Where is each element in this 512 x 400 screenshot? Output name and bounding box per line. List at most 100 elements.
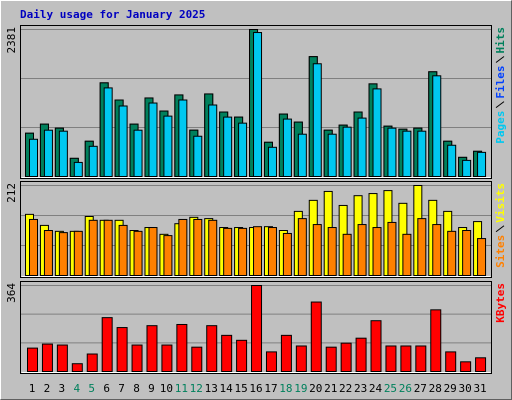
x-tick-label: 23 <box>354 382 367 395</box>
x-tick-label: 1 <box>29 382 36 395</box>
x-tick-label: 13 <box>205 382 218 395</box>
x-tick-label: 21 <box>324 382 337 395</box>
legend-label: KBytes <box>494 283 507 323</box>
legend-label: Pages <box>494 111 507 144</box>
y-tick-label: 2381 <box>5 27 18 54</box>
x-tick-label: 3 <box>59 382 66 395</box>
bar <box>206 325 218 372</box>
legend-separator <box>495 101 505 109</box>
bar <box>282 232 292 276</box>
bar <box>208 104 218 177</box>
x-tick-label: 8 <box>133 382 140 395</box>
bar <box>251 285 263 372</box>
bar <box>221 334 233 373</box>
bar <box>267 146 277 177</box>
bar <box>327 227 337 277</box>
x-tick-label: 19 <box>294 382 307 395</box>
bar <box>432 224 442 277</box>
bar <box>58 130 68 177</box>
x-tick-label: 18 <box>279 382 292 395</box>
bar <box>387 221 397 276</box>
y-tick-label: 364 <box>5 283 18 303</box>
bar <box>88 145 98 177</box>
legend-label: Visits <box>494 183 507 223</box>
bar <box>402 233 412 276</box>
x-tick-label: 20 <box>309 382 322 395</box>
bar <box>73 230 83 277</box>
bar <box>295 345 307 373</box>
bar <box>265 351 277 372</box>
bar <box>27 347 38 373</box>
bar <box>475 357 487 372</box>
x-tick-label: 16 <box>249 382 262 395</box>
bar <box>402 130 412 177</box>
bar <box>355 337 367 372</box>
x-tick-label: 15 <box>234 382 247 395</box>
x-tick-label: 17 <box>264 382 277 395</box>
bar <box>118 224 128 276</box>
bar <box>223 116 233 177</box>
x-tick-label: 25 <box>384 382 397 395</box>
bar <box>297 218 307 276</box>
bar <box>178 218 188 276</box>
x-tick-label: 5 <box>88 382 95 395</box>
x-tick-label: 31 <box>473 382 486 395</box>
bar <box>163 115 173 177</box>
bar <box>267 227 277 277</box>
bar <box>116 327 128 372</box>
bar <box>340 342 352 372</box>
chart-title: Daily usage for January 2025 <box>20 8 205 21</box>
bar <box>342 233 352 276</box>
bar <box>357 224 367 277</box>
bar <box>387 127 397 178</box>
bar <box>357 117 367 178</box>
bar <box>430 309 442 373</box>
bar <box>103 219 113 277</box>
bar <box>86 353 98 372</box>
bar <box>342 126 352 177</box>
bar <box>462 159 472 178</box>
legend-separator <box>495 225 505 233</box>
bar <box>447 144 457 177</box>
bar <box>477 238 487 277</box>
bar <box>161 344 173 372</box>
bar <box>372 88 382 177</box>
bar <box>191 346 203 372</box>
bar <box>118 105 128 177</box>
bar <box>400 345 412 373</box>
bar <box>327 133 337 177</box>
legend-label: Hits <box>494 27 507 54</box>
bar <box>146 325 158 372</box>
bar <box>370 320 382 373</box>
bar <box>101 317 113 372</box>
x-tick-label: 7 <box>118 382 125 395</box>
legend-label: Files <box>494 66 507 99</box>
bar <box>193 135 203 177</box>
x-tick-label: 11 <box>175 382 188 395</box>
x-tick-label: 14 <box>220 382 234 395</box>
bar <box>236 339 248 373</box>
bar <box>282 118 292 177</box>
bar <box>163 235 173 277</box>
bar <box>103 87 113 177</box>
bar <box>88 219 98 277</box>
bar <box>325 346 337 372</box>
bar <box>297 133 307 177</box>
bar <box>193 218 203 276</box>
bar <box>223 227 233 277</box>
x-tick-label: 28 <box>429 382 442 395</box>
bar <box>477 151 487 177</box>
bar <box>208 219 218 277</box>
x-tick-label: 4 <box>73 382 80 395</box>
y-tick-label: 212 <box>5 183 18 203</box>
bar <box>176 323 188 373</box>
bar <box>58 232 68 276</box>
legend-separator <box>495 56 505 63</box>
x-tick-label: 27 <box>414 382 427 395</box>
x-tick-label: 30 <box>459 382 472 395</box>
bar <box>133 230 143 277</box>
bar <box>415 345 427 373</box>
bar <box>310 301 322 372</box>
